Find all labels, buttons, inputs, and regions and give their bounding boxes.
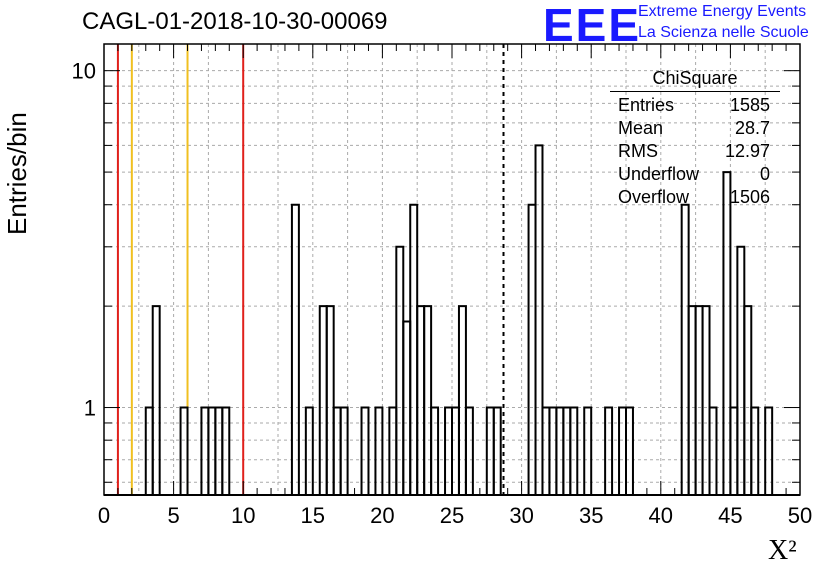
- x-axis-label: X²: [768, 535, 797, 566]
- histogram-bin: [416, 305, 426, 495]
- histogram-bin: [464, 406, 474, 495]
- histogram-bin: [409, 203, 419, 495]
- stats-row: RMS 12.97: [610, 140, 780, 163]
- histogram-bin: [339, 406, 349, 495]
- stats-label: Entries: [618, 95, 675, 115]
- histogram-bin: [527, 203, 537, 495]
- x-tick-label: 0: [98, 503, 110, 528]
- histogram-bin: [764, 406, 774, 495]
- stats-label: RMS: [618, 141, 658, 161]
- histogram-bin: [325, 305, 335, 495]
- stats-label: Mean: [618, 118, 664, 138]
- stats-value: 1506: [729, 187, 770, 207]
- histogram-bin: [743, 305, 753, 495]
- y-tick-label: 10: [72, 59, 96, 84]
- histogram-bin: [722, 171, 732, 495]
- histogram-bin: [694, 305, 704, 495]
- x-tick-label: 10: [231, 503, 255, 528]
- histogram-bin: [457, 305, 467, 495]
- histogram-bin: [604, 406, 614, 495]
- y-tick-label: 1: [84, 396, 96, 421]
- histogram-bin: [680, 203, 690, 495]
- x-tick-label: 15: [301, 503, 325, 528]
- histogram-bin: [569, 406, 579, 495]
- stats-title: ChiSquare: [610, 68, 780, 92]
- x-tick-label: 45: [718, 503, 742, 528]
- stats-box: ChiSquare Entries 1585 Mean 28.7 RMS 12.97 Und…: [610, 68, 780, 209]
- histogram-bin: [736, 245, 746, 495]
- stats-value: 12.97: [724, 141, 770, 161]
- stats-row: Entries 1585: [610, 94, 780, 117]
- x-tick-label: 20: [370, 503, 394, 528]
- y-axis-label: Entries/bin: [2, 112, 32, 235]
- stats-row: Underflow 0: [610, 163, 780, 186]
- x-tick-label: 5: [167, 503, 179, 528]
- histogram-bin: [430, 406, 440, 495]
- histogram-bin: [534, 144, 544, 495]
- histogram-bin: [151, 305, 161, 495]
- histogram-bin: [402, 320, 412, 495]
- x-tick-label: 25: [440, 503, 464, 528]
- chart-title: CAGL-01-2018-10-30-00069: [82, 8, 388, 35]
- histogram-bin: [750, 406, 760, 495]
- histogram-bin: [583, 406, 593, 495]
- stats-label: Overflow: [618, 187, 690, 207]
- stats-label: Underflow: [618, 164, 700, 184]
- x-tick-label: 35: [579, 503, 603, 528]
- histogram-bin: [290, 203, 300, 495]
- x-tick-label: 30: [509, 503, 533, 528]
- histogram-bin: [701, 305, 711, 495]
- histogram-bin: [423, 305, 433, 495]
- logo-line-2: La Scienza nelle Scuole: [638, 24, 809, 41]
- histogram-bin: [708, 406, 718, 495]
- histogram-bin: [304, 406, 314, 495]
- stats-row: Overflow 1506: [610, 186, 780, 209]
- histogram-bin: [360, 406, 370, 495]
- stats-value: 0: [759, 164, 770, 184]
- histogram-bin: [221, 406, 231, 495]
- histogram-bin: [374, 406, 384, 495]
- x-tick-label: 40: [649, 503, 673, 528]
- stats-value: 28.7: [734, 118, 770, 138]
- histogram-bin: [492, 406, 502, 495]
- logo-line-1: Extreme Energy Events: [638, 3, 807, 20]
- stats-row: Mean 28.7: [610, 117, 780, 140]
- histogram-bin: [318, 305, 328, 495]
- histogram-bin: [395, 245, 405, 495]
- histogram-bin: [687, 305, 697, 495]
- histogram-bin: [179, 406, 189, 495]
- eee-logo: EEE: [543, 0, 642, 51]
- stats-value: 1585: [729, 95, 770, 115]
- x-tick-label: 50: [788, 503, 812, 528]
- histogram-bin: [625, 406, 634, 495]
